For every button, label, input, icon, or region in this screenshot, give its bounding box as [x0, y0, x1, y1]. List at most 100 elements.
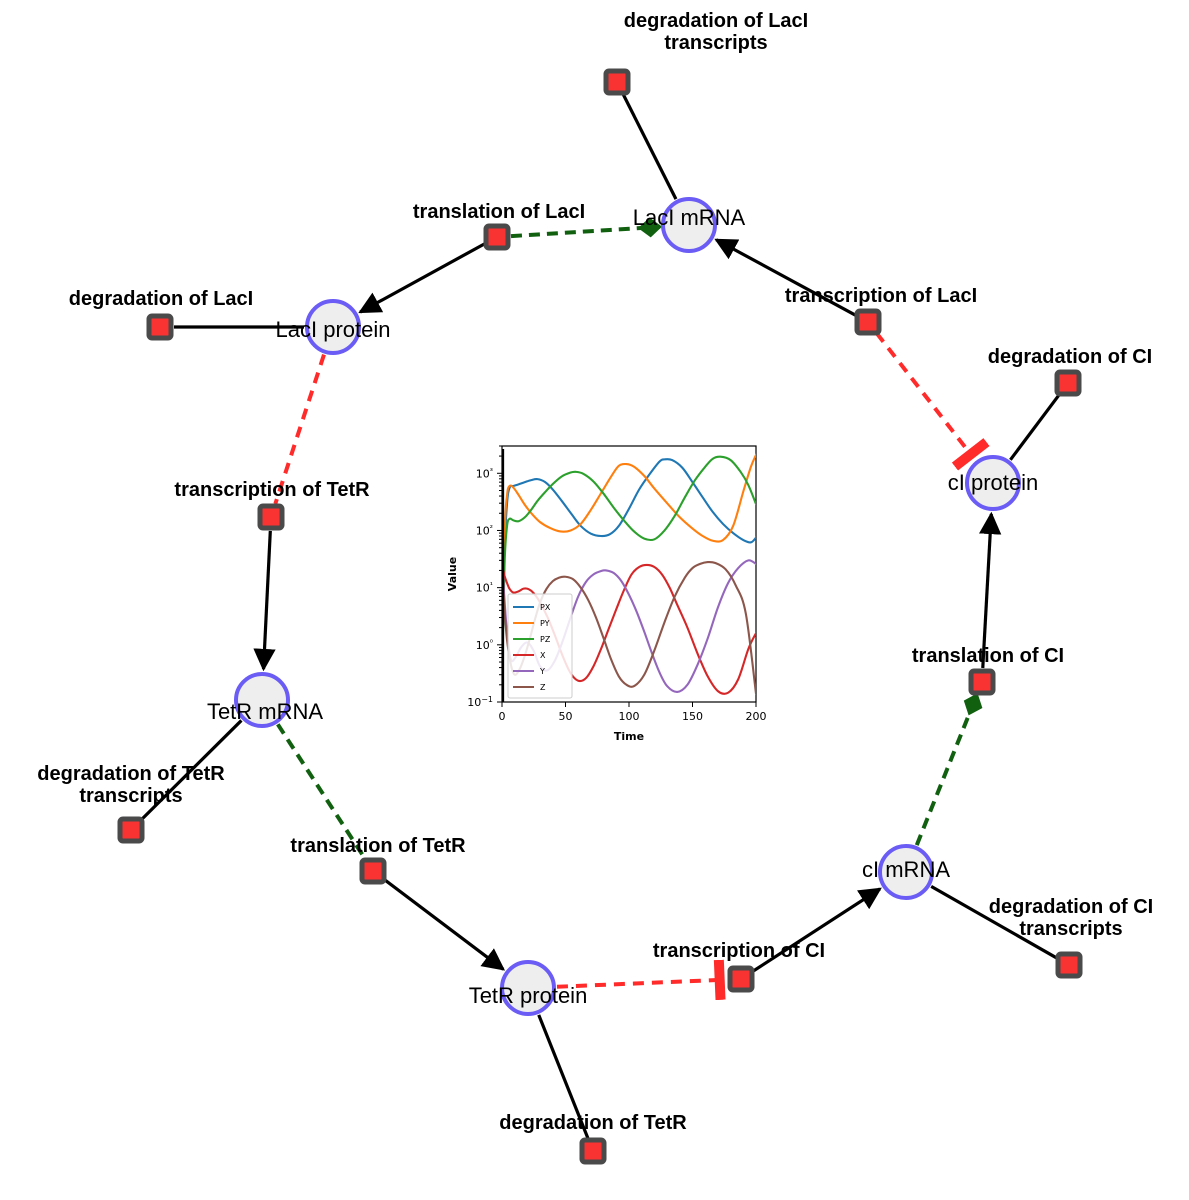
- species-node-ci_mrna[interactable]: [878, 844, 934, 900]
- species-circle[interactable]: [965, 455, 1021, 511]
- edge-laci_protein-to-transcription_tetr: [273, 353, 326, 505]
- reaction-square[interactable]: [727, 965, 755, 993]
- y-tick-label: 10−1: [467, 695, 493, 709]
- reaction-label-transcription_tetr: transcription of TetR: [143, 479, 401, 501]
- reaction-label-line: degradation of CI: [988, 896, 1154, 918]
- edge-translation_ci-to-ci_protein: [978, 511, 1002, 669]
- species-label-tetr_mrna: TetR mRNA: [206, 698, 324, 724]
- edge-translation_tetr-to-tetr_protein: [383, 878, 506, 971]
- simulation-plot-inset: 10−1 10⁰ 10¹ 10² 10³ 0 50 100 150 200 Time Value PX P…: [440, 436, 770, 746]
- reaction-node-deg_laci[interactable]: [146, 313, 174, 341]
- reaction-label-transcription_ci: transcription of CI: [622, 940, 856, 962]
- y-tick-label: 10⁰: [476, 638, 493, 652]
- reaction-square[interactable]: [146, 313, 174, 341]
- reaction-label-line: transcripts: [79, 785, 183, 808]
- species-label-laci_mrna: LacI mRNA: [632, 204, 746, 230]
- reaction-label-line: transcription of TetR: [174, 479, 370, 501]
- chart-series-X: [502, 563, 756, 695]
- reaction-node-transcription_tetr[interactable]: [257, 503, 285, 531]
- edge-ci_protein-to-deg_ci: [1009, 393, 1061, 461]
- reaction-label-deg_ci_transcripts: degradation of CI transcripts: [958, 896, 1184, 941]
- reaction-square[interactable]: [1055, 951, 1083, 979]
- reaction-label-line: degradation of LacI: [68, 288, 254, 310]
- reaction-label-line: degradation of TetR: [499, 1112, 687, 1134]
- x-tick-label: 50: [559, 710, 573, 723]
- species-circle[interactable]: [661, 197, 717, 253]
- edge-layer: [139, 93, 1061, 1139]
- reaction-label-line: degradation of LacI: [623, 10, 809, 32]
- species-label-tetr_protein: TetR protein: [468, 982, 588, 1008]
- chart-ylabel: Value: [446, 557, 459, 591]
- reaction-square[interactable]: [257, 503, 285, 531]
- reaction-square[interactable]: [1054, 369, 1082, 397]
- x-tick-label: 200: [746, 710, 767, 723]
- species-circle[interactable]: [878, 844, 934, 900]
- species-circle[interactable]: [234, 672, 290, 728]
- reaction-node-transcription_ci[interactable]: [727, 965, 755, 993]
- reaction-square[interactable]: [117, 816, 145, 844]
- reaction-square[interactable]: [968, 668, 996, 696]
- species-circle[interactable]: [500, 960, 556, 1016]
- chart-legend-label-X: X: [540, 651, 546, 660]
- reaction-square[interactable]: [854, 308, 882, 336]
- chart-legend-label-PX: PX: [540, 603, 551, 612]
- reaction-square[interactable]: [359, 857, 387, 885]
- chart-series-PZ: [502, 455, 756, 686]
- edge-transcription_ci-to-ci_mrna: [751, 887, 882, 973]
- reaction-label-line: translation of TetR: [290, 835, 466, 857]
- chart-series-PX: [502, 458, 756, 686]
- reaction-square[interactable]: [579, 1137, 607, 1165]
- chart-legend-label-Z: Z: [540, 683, 546, 692]
- edge-transcription_laci-to-ci_protein: [875, 331, 990, 471]
- node-layer: [117, 68, 1083, 1165]
- chart-legend-label-PZ: PZ: [540, 635, 551, 644]
- reaction-label-line: transcripts: [664, 32, 768, 55]
- reaction-square[interactable]: [603, 68, 631, 96]
- x-tick-label: 0: [499, 710, 506, 723]
- species-node-ci_protein[interactable]: [965, 455, 1021, 511]
- reaction-node-translation_laci[interactable]: [483, 223, 511, 251]
- reaction-label-line: translation of CI: [911, 645, 1065, 667]
- reaction-square[interactable]: [483, 223, 511, 251]
- reaction-label-line: translation of LacI: [412, 201, 586, 223]
- chart-series-PY: [502, 453, 756, 686]
- reaction-label-deg_laci: degradation of LacI: [41, 288, 281, 310]
- species-node-laci_protein[interactable]: [305, 299, 361, 355]
- edge-translation_laci-to-laci_protein: [358, 242, 486, 314]
- reaction-label-deg_ci: degradation of CI: [962, 346, 1178, 368]
- chart-xlabel: Time: [614, 730, 644, 743]
- species-node-tetr_protein[interactable]: [500, 960, 556, 1016]
- x-tick-label: 100: [619, 710, 640, 723]
- reaction-label-transcription_laci: transcription of LacI: [750, 285, 1012, 307]
- reaction-node-transcription_laci[interactable]: [854, 308, 882, 336]
- reaction-node-deg_ci[interactable]: [1054, 369, 1082, 397]
- reaction-node-deg_tetr[interactable]: [579, 1137, 607, 1165]
- species-label-ci_mrna: cI mRNA: [862, 856, 950, 882]
- reaction-label-translation_ci: translation of CI: [889, 645, 1087, 667]
- species-circle[interactable]: [305, 299, 361, 355]
- species-node-tetr_mrna[interactable]: [234, 672, 290, 728]
- reaction-label-deg_laci_transcripts: degradation of LacI transcripts: [586, 10, 846, 55]
- chart-legend-label-Y: Y: [539, 667, 545, 676]
- reaction-node-deg_tetr_transcripts[interactable]: [117, 816, 145, 844]
- edge-ci_mrna-to-deg_ci_transcripts: [930, 884, 1058, 960]
- y-tick-label: 10¹: [476, 581, 493, 595]
- reaction-label-line: degradation of CI: [987, 346, 1153, 368]
- species-node-laci_mrna[interactable]: [661, 197, 717, 253]
- reaction-node-deg_laci_transcripts[interactable]: [603, 68, 631, 96]
- edge-tetr_mrna-to-deg_tetr_transcripts: [139, 719, 243, 822]
- edge-laci_mrna-to-deg_laci_transcripts: [621, 93, 678, 200]
- reaction-label-deg_tetr_transcripts: degradation of TetR transcripts: [0, 763, 262, 808]
- reaction-label-line: degradation of TetR: [37, 763, 225, 785]
- edge-transcription_tetr-to-tetr_mrna: [253, 530, 276, 672]
- reaction-node-translation_ci[interactable]: [968, 668, 996, 696]
- reaction-node-translation_tetr[interactable]: [359, 857, 387, 885]
- reaction-label-line: transcription of CI: [652, 940, 826, 962]
- chart-legend-label-PY: PY: [540, 619, 550, 628]
- reaction-label-translation_tetr: translation of TetR: [262, 835, 494, 857]
- reaction-node-deg_ci_transcripts[interactable]: [1055, 951, 1083, 979]
- reaction-label-line: transcription of LacI: [784, 285, 978, 307]
